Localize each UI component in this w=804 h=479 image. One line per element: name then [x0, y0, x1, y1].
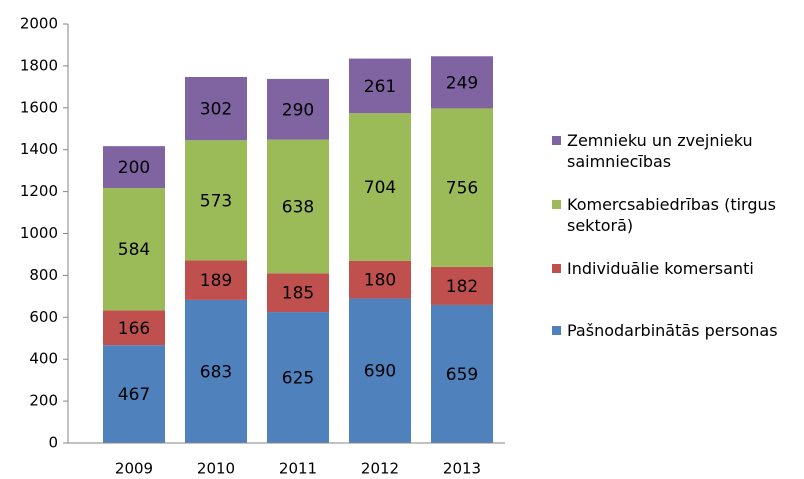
- y-tick-label: 400: [29, 350, 58, 368]
- y-tick-label: 800: [29, 266, 58, 284]
- bar-segment: [267, 139, 329, 274]
- bar-segment: [431, 56, 493, 109]
- legend-label: Pašnodarbinātās personas: [567, 321, 778, 340]
- bar-segment: [349, 58, 411, 114]
- bar-segment: [185, 140, 247, 261]
- data-label: 584: [118, 240, 150, 260]
- y-tick-label: 1400: [20, 140, 58, 158]
- bar-segment: [431, 304, 493, 443]
- legend-entry: Individuālie komersanti: [552, 258, 802, 279]
- legend-label: Individuālie komersanti: [567, 259, 754, 278]
- y-tick-label: 1800: [20, 56, 58, 74]
- bar-segment: [349, 113, 411, 261]
- data-label: 756: [446, 179, 478, 199]
- y-tick-label: 1200: [20, 182, 58, 200]
- bar-segment: [103, 188, 165, 311]
- data-label: 189: [200, 271, 232, 291]
- bar-segment: [349, 298, 411, 443]
- bar-segment: [103, 345, 165, 443]
- y-tick-label: 600: [29, 308, 58, 326]
- bar-segment: [267, 273, 329, 313]
- y-tick-label: 2000: [20, 15, 58, 33]
- bar-segment: [103, 310, 165, 346]
- data-label: 180: [364, 271, 396, 291]
- y-tick-label: 1600: [20, 98, 58, 116]
- x-tick-label: 2010: [197, 460, 235, 478]
- bar-segment: [185, 299, 247, 443]
- data-label: 200: [118, 158, 150, 178]
- bar-segment: [431, 108, 493, 267]
- x-tick-label: 2012: [361, 460, 399, 478]
- y-tick-label: 200: [29, 392, 58, 410]
- x-tick-label: 2009: [115, 460, 153, 478]
- legend-entry: Komercsabiedrības (tirgus sektorā): [552, 194, 802, 236]
- data-label: 249: [446, 73, 478, 93]
- legend-swatch: [552, 264, 561, 273]
- bar-segment: [103, 146, 165, 189]
- bar-segment: [185, 77, 247, 141]
- x-tick-label: 2011: [279, 460, 317, 478]
- legend-swatch: [552, 136, 561, 145]
- data-label: 290: [282, 100, 314, 120]
- bar-segment: [267, 78, 329, 140]
- data-label: 467: [118, 385, 150, 405]
- data-label: 185: [282, 284, 314, 304]
- data-label: 302: [200, 100, 232, 120]
- legend-entry: Pašnodarbinātās personas: [552, 320, 802, 341]
- bar-segment: [431, 266, 493, 305]
- data-label: 638: [282, 197, 314, 217]
- data-label: 625: [282, 369, 314, 389]
- bar-segment: [185, 260, 247, 300]
- x-tick-label: 2013: [443, 460, 481, 478]
- data-label: 659: [446, 365, 478, 385]
- legend-label: Zemnieku un zvejnieku saimniecības: [567, 131, 753, 171]
- legend-entry: Zemnieku un zvejnieku saimniecības: [552, 130, 802, 172]
- y-tick-label: 0: [48, 434, 58, 452]
- y-tick-label: 1000: [20, 224, 58, 242]
- bar-segment: [349, 260, 411, 299]
- legend-swatch: [552, 326, 561, 335]
- data-label: 690: [364, 362, 396, 382]
- data-label: 573: [200, 191, 232, 211]
- data-label: 704: [364, 178, 396, 198]
- data-label: 182: [446, 277, 478, 297]
- legend-label: Komercsabiedrības (tirgus sektorā): [567, 195, 776, 235]
- data-label: 261: [364, 77, 396, 97]
- data-label: 166: [118, 319, 150, 339]
- bar-segment: [267, 312, 329, 443]
- data-label: 683: [200, 362, 232, 382]
- legend-swatch: [552, 200, 561, 209]
